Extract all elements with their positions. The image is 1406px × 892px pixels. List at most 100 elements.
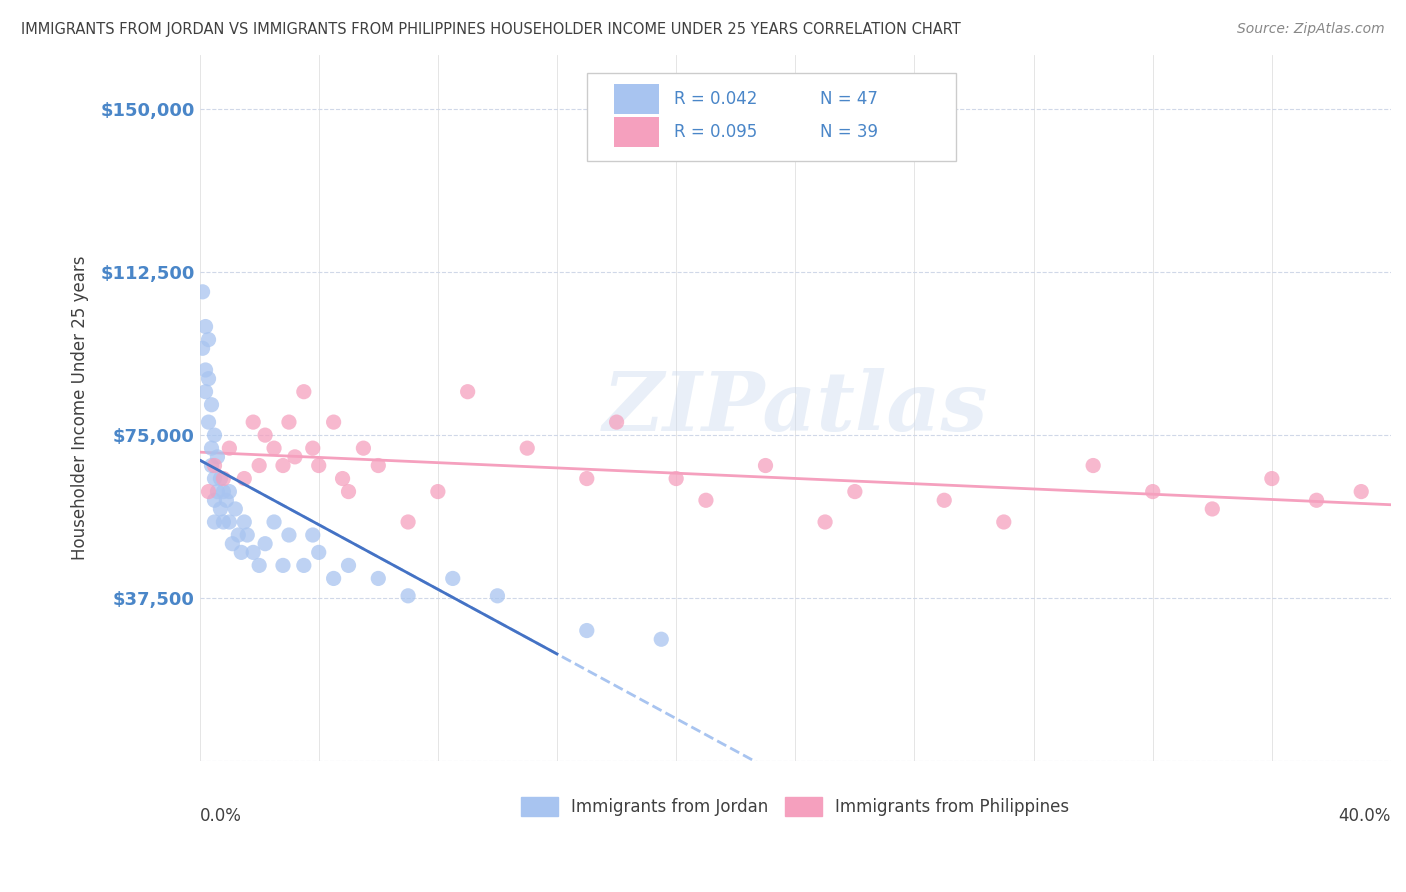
Point — [197, 372, 219, 386]
FancyBboxPatch shape — [614, 84, 659, 113]
Point — [396, 515, 419, 529]
Point — [204, 493, 226, 508]
Text: R = 0.042: R = 0.042 — [673, 90, 758, 108]
Point — [284, 450, 307, 464]
Point — [308, 545, 330, 559]
Point — [200, 458, 222, 473]
Point — [204, 515, 226, 529]
Point — [191, 341, 214, 355]
Point — [292, 384, 315, 399]
Point — [204, 458, 226, 473]
Point — [337, 484, 360, 499]
Point — [254, 537, 277, 551]
Point — [231, 545, 253, 559]
Y-axis label: Householder Income Under 25 years: Householder Income Under 25 years — [72, 256, 89, 560]
Point — [247, 458, 270, 473]
Point — [212, 515, 235, 529]
Point — [993, 515, 1015, 529]
Point — [1261, 471, 1284, 485]
Point — [486, 589, 509, 603]
Point — [1081, 458, 1104, 473]
Point — [367, 458, 389, 473]
Point — [695, 493, 717, 508]
Point — [606, 415, 628, 429]
Point — [209, 471, 232, 485]
Point — [322, 571, 344, 585]
Point — [337, 558, 360, 573]
Point — [254, 428, 277, 442]
Point — [226, 528, 249, 542]
Point — [236, 528, 259, 542]
Point — [1305, 493, 1327, 508]
Point — [396, 589, 419, 603]
Point — [218, 515, 240, 529]
Point — [194, 363, 217, 377]
Point — [247, 558, 270, 573]
Point — [218, 441, 240, 455]
Text: N = 47: N = 47 — [820, 90, 879, 108]
Text: ZIPatlas: ZIPatlas — [603, 368, 988, 448]
Point — [212, 471, 235, 485]
Point — [242, 415, 264, 429]
Text: 0.0%: 0.0% — [200, 806, 242, 825]
FancyBboxPatch shape — [614, 117, 659, 147]
Point — [278, 415, 301, 429]
Text: N = 39: N = 39 — [820, 123, 879, 141]
Legend: Immigrants from Jordan, Immigrants from Philippines: Immigrants from Jordan, Immigrants from … — [515, 790, 1076, 823]
Point — [242, 545, 264, 559]
Point — [204, 428, 226, 442]
Point — [844, 484, 866, 499]
Point — [301, 528, 323, 542]
Text: Source: ZipAtlas.com: Source: ZipAtlas.com — [1237, 22, 1385, 37]
Point — [233, 515, 256, 529]
FancyBboxPatch shape — [586, 73, 956, 161]
Point — [332, 471, 354, 485]
Point — [197, 333, 219, 347]
Point — [221, 537, 243, 551]
Point — [263, 441, 285, 455]
Point — [1350, 484, 1372, 499]
Point — [207, 484, 229, 499]
Point — [322, 415, 344, 429]
Point — [301, 441, 323, 455]
Point — [207, 450, 229, 464]
Point — [367, 571, 389, 585]
Point — [197, 484, 219, 499]
Point — [516, 441, 538, 455]
Text: 40.0%: 40.0% — [1339, 806, 1391, 825]
Point — [194, 384, 217, 399]
Text: R = 0.095: R = 0.095 — [673, 123, 756, 141]
Point — [224, 502, 246, 516]
Point — [352, 441, 374, 455]
Point — [209, 502, 232, 516]
Point — [204, 471, 226, 485]
Point — [1142, 484, 1164, 499]
Point — [426, 484, 449, 499]
Point — [197, 415, 219, 429]
Point — [271, 458, 294, 473]
Point — [278, 528, 301, 542]
Point — [215, 493, 238, 508]
Point — [665, 471, 688, 485]
Point — [1201, 502, 1223, 516]
Point — [650, 632, 672, 647]
Point — [814, 515, 837, 529]
Point — [218, 484, 240, 499]
Point — [200, 441, 222, 455]
Point — [575, 471, 598, 485]
Point — [575, 624, 598, 638]
Point — [233, 471, 256, 485]
Point — [292, 558, 315, 573]
Point — [457, 384, 479, 399]
Point — [200, 398, 222, 412]
Point — [934, 493, 956, 508]
Point — [194, 319, 217, 334]
Point — [308, 458, 330, 473]
Point — [212, 484, 235, 499]
Point — [263, 515, 285, 529]
Point — [754, 458, 776, 473]
Point — [271, 558, 294, 573]
Text: IMMIGRANTS FROM JORDAN VS IMMIGRANTS FROM PHILIPPINES HOUSEHOLDER INCOME UNDER 2: IMMIGRANTS FROM JORDAN VS IMMIGRANTS FRO… — [21, 22, 960, 37]
Point — [191, 285, 214, 299]
Point — [441, 571, 464, 585]
